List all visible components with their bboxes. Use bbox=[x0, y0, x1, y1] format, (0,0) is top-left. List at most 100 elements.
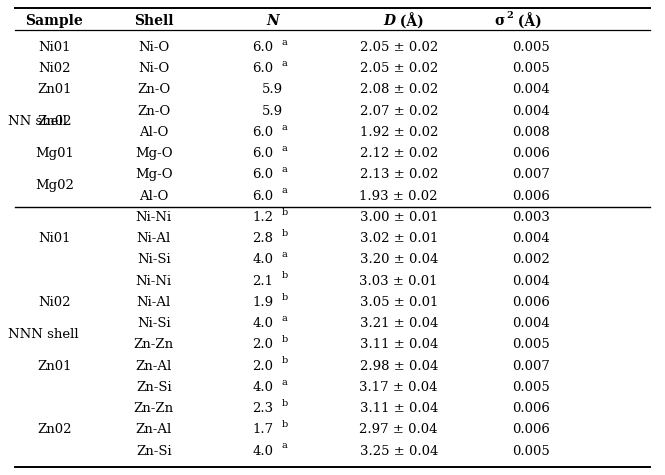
Text: 2.98 ± 0.04: 2.98 ± 0.04 bbox=[360, 360, 438, 373]
Text: Ni01: Ni01 bbox=[38, 41, 70, 54]
Text: 0.007: 0.007 bbox=[512, 169, 550, 181]
Text: a: a bbox=[282, 250, 288, 259]
Text: Zn-O: Zn-O bbox=[137, 104, 170, 118]
Text: 6.0: 6.0 bbox=[253, 62, 273, 75]
Text: 3.02 ± 0.01: 3.02 ± 0.01 bbox=[360, 232, 438, 245]
Text: 3.03 ± 0.01: 3.03 ± 0.01 bbox=[360, 275, 438, 288]
Text: Ni-O: Ni-O bbox=[138, 41, 170, 54]
Text: 2.8: 2.8 bbox=[253, 232, 273, 245]
Text: Zn-Zn: Zn-Zn bbox=[134, 402, 174, 415]
Text: Zn-Si: Zn-Si bbox=[136, 445, 172, 458]
Text: Mg01: Mg01 bbox=[35, 147, 74, 160]
Text: 3.25 ± 0.04: 3.25 ± 0.04 bbox=[360, 445, 438, 458]
Text: Mg-O: Mg-O bbox=[135, 169, 172, 181]
Text: Ni-Si: Ni-Si bbox=[137, 254, 170, 266]
Text: 1.2: 1.2 bbox=[253, 211, 273, 224]
Text: 4.0: 4.0 bbox=[253, 254, 273, 266]
Text: Zn-Al: Zn-Al bbox=[136, 360, 172, 373]
Text: Zn-Al: Zn-Al bbox=[136, 423, 172, 437]
Text: 4.0: 4.0 bbox=[253, 445, 273, 458]
Text: 2.05 ± 0.02: 2.05 ± 0.02 bbox=[360, 62, 438, 75]
Text: NNN shell: NNN shell bbox=[8, 328, 78, 341]
Text: b: b bbox=[282, 420, 288, 429]
Text: Zn-Si: Zn-Si bbox=[136, 381, 172, 394]
Text: Ni-O: Ni-O bbox=[138, 62, 170, 75]
Text: D: D bbox=[384, 14, 396, 28]
Text: a: a bbox=[282, 38, 288, 47]
Text: a: a bbox=[282, 123, 288, 132]
Text: 0.004: 0.004 bbox=[512, 232, 550, 245]
Text: Ni01: Ni01 bbox=[38, 232, 70, 245]
Text: Zn-O: Zn-O bbox=[137, 84, 170, 96]
Text: 6.0: 6.0 bbox=[253, 41, 273, 54]
Text: 2.0: 2.0 bbox=[253, 360, 273, 373]
Text: b: b bbox=[282, 399, 288, 408]
Text: a: a bbox=[282, 441, 288, 450]
Text: Ni-Al: Ni-Al bbox=[136, 296, 171, 309]
Text: Zn02: Zn02 bbox=[37, 115, 72, 128]
Text: Ni-Ni: Ni-Ni bbox=[136, 275, 172, 288]
Text: 1.92 ± 0.02: 1.92 ± 0.02 bbox=[360, 126, 438, 139]
Text: 2.12 ± 0.02: 2.12 ± 0.02 bbox=[360, 147, 438, 160]
Text: NN shell: NN shell bbox=[8, 115, 67, 128]
Text: 2.07 ± 0.02: 2.07 ± 0.02 bbox=[360, 104, 438, 118]
Text: a: a bbox=[282, 144, 288, 153]
Text: 5.9: 5.9 bbox=[262, 84, 283, 96]
Text: Ni-Ni: Ni-Ni bbox=[136, 211, 172, 224]
Text: a: a bbox=[282, 187, 288, 196]
Text: 0.002: 0.002 bbox=[512, 254, 550, 266]
Text: 0.003: 0.003 bbox=[512, 211, 550, 224]
Text: 3.00 ± 0.01: 3.00 ± 0.01 bbox=[360, 211, 438, 224]
Text: 3.11 ± 0.04: 3.11 ± 0.04 bbox=[360, 338, 438, 352]
Text: b: b bbox=[282, 208, 288, 217]
Text: 3.20 ± 0.04: 3.20 ± 0.04 bbox=[360, 254, 438, 266]
Text: 0.004: 0.004 bbox=[512, 104, 550, 118]
Text: Zn02: Zn02 bbox=[37, 423, 72, 437]
Text: 0.004: 0.004 bbox=[512, 84, 550, 96]
Text: N: N bbox=[267, 14, 279, 28]
Text: Zn01: Zn01 bbox=[37, 360, 72, 373]
Text: 3.17 ± 0.04: 3.17 ± 0.04 bbox=[360, 381, 438, 394]
Text: b: b bbox=[282, 229, 288, 238]
Text: 0.004: 0.004 bbox=[512, 317, 550, 330]
Text: 2.13 ± 0.02: 2.13 ± 0.02 bbox=[360, 169, 438, 181]
Text: a: a bbox=[282, 378, 288, 387]
Text: 0.005: 0.005 bbox=[512, 62, 550, 75]
Text: b: b bbox=[282, 335, 288, 344]
Text: 0.006: 0.006 bbox=[512, 402, 550, 415]
Text: 4.0: 4.0 bbox=[253, 317, 273, 330]
Text: 0.006: 0.006 bbox=[512, 423, 550, 437]
Text: 1.7: 1.7 bbox=[253, 423, 273, 437]
Text: 0.006: 0.006 bbox=[512, 190, 550, 203]
Text: 0.005: 0.005 bbox=[512, 381, 550, 394]
Text: 2.05 ± 0.02: 2.05 ± 0.02 bbox=[360, 41, 438, 54]
Text: (Å): (Å) bbox=[513, 13, 541, 29]
Text: (Å): (Å) bbox=[396, 13, 424, 29]
Text: 2.1: 2.1 bbox=[253, 275, 273, 288]
Text: 2: 2 bbox=[507, 10, 513, 19]
Text: b: b bbox=[282, 356, 288, 365]
Text: b: b bbox=[282, 293, 288, 302]
Text: σ: σ bbox=[495, 14, 505, 28]
Text: 0.007: 0.007 bbox=[512, 360, 550, 373]
Text: 0.008: 0.008 bbox=[512, 126, 550, 139]
Text: Ni02: Ni02 bbox=[38, 296, 70, 309]
Text: Mg-O: Mg-O bbox=[135, 147, 172, 160]
Text: 3.05 ± 0.01: 3.05 ± 0.01 bbox=[360, 296, 438, 309]
Text: 2.97 ± 0.04: 2.97 ± 0.04 bbox=[360, 423, 438, 437]
Text: Zn-Zn: Zn-Zn bbox=[134, 338, 174, 352]
Text: 0.004: 0.004 bbox=[512, 275, 550, 288]
Text: Mg02: Mg02 bbox=[35, 179, 74, 192]
Text: Zn01: Zn01 bbox=[37, 84, 72, 96]
Text: 3.21 ± 0.04: 3.21 ± 0.04 bbox=[360, 317, 438, 330]
Text: 0.005: 0.005 bbox=[512, 338, 550, 352]
Text: 6.0: 6.0 bbox=[253, 169, 273, 181]
Text: 1.9: 1.9 bbox=[253, 296, 273, 309]
Text: a: a bbox=[282, 59, 288, 68]
Text: a: a bbox=[282, 314, 288, 323]
Text: 2.08 ± 0.02: 2.08 ± 0.02 bbox=[360, 84, 438, 96]
Text: 5.9: 5.9 bbox=[262, 104, 283, 118]
Text: Ni02: Ni02 bbox=[38, 62, 70, 75]
Text: 6.0: 6.0 bbox=[253, 147, 273, 160]
Text: Al-O: Al-O bbox=[139, 190, 168, 203]
